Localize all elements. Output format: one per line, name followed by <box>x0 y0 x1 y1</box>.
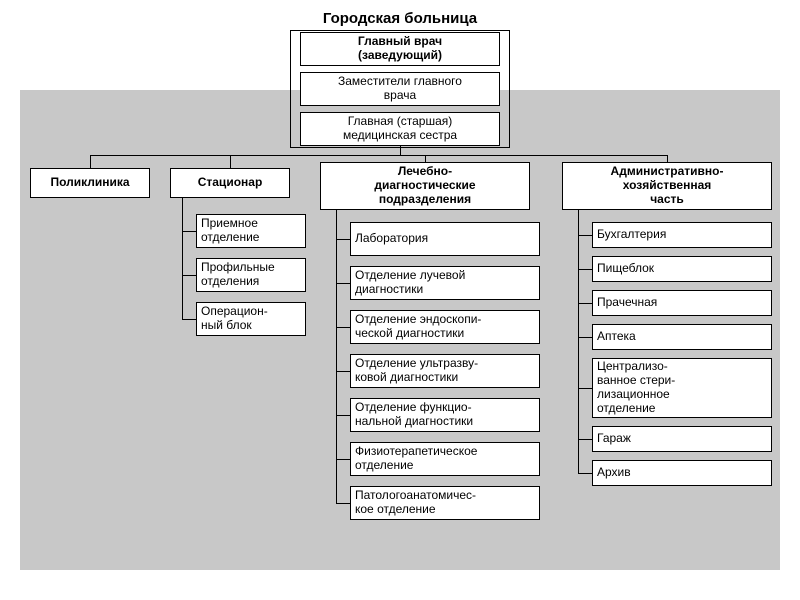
org-box: Бухгалтерия <box>592 222 772 248</box>
org-box: Операцион-ный блок <box>196 302 306 336</box>
org-box: Физиотерапетическоеотделение <box>350 442 540 476</box>
org-box: Патологоанатомичес-кое отделение <box>350 486 540 520</box>
org-box: Лаборатория <box>350 222 540 256</box>
org-box: Пищеблок <box>592 256 772 282</box>
org-box: Профильныеотделения <box>196 258 306 292</box>
org-box: Прачечная <box>592 290 772 316</box>
diagram-title: Городская больница <box>10 10 790 27</box>
org-box: Лечебно-диагностическиеподразделения <box>320 162 530 210</box>
org-box: Административно-хозяйственнаячасть <box>562 162 772 210</box>
org-box: Поликлиника <box>30 168 150 198</box>
org-box: Заместители главноговрача <box>300 72 500 106</box>
org-box: Приемноеотделение <box>196 214 306 248</box>
org-box: Главный врач(заведующий) <box>300 32 500 66</box>
org-box: Отделение лучевойдиагностики <box>350 266 540 300</box>
org-box: Гараж <box>592 426 772 452</box>
org-box: Отделение ультразву-ковой диагностики <box>350 354 540 388</box>
org-box: Отделение эндоскопи-ческой диагностики <box>350 310 540 344</box>
org-box: Аптека <box>592 324 772 350</box>
org-box: Главная (старшая)медицинская сестра <box>300 112 500 146</box>
org-box: Архив <box>592 460 772 486</box>
org-box: Стационар <box>170 168 290 198</box>
org-box: Отделение функцио-нальной диагностики <box>350 398 540 432</box>
org-box: Централизо-ванное стери-лизационноеотдел… <box>592 358 772 418</box>
